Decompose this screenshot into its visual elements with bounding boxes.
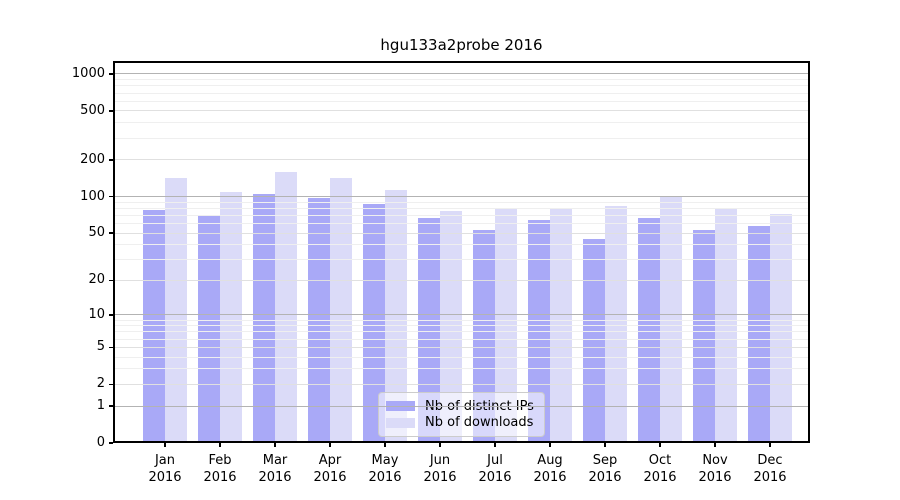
- y-tick-label-0: 0: [96, 435, 105, 450]
- x-tick-mark: [219, 443, 221, 447]
- y-tick-mark: [109, 442, 113, 444]
- y-tick-label-500: 500: [80, 102, 105, 118]
- x-tick-label-jul: Jul 2016: [478, 453, 512, 485]
- x-tick-mark: [274, 443, 276, 447]
- y-tick-label-2: 2: [96, 376, 105, 392]
- y-tick-label-20: 20: [88, 272, 105, 288]
- y-tick-label-100: 100: [80, 188, 105, 204]
- x-tick-label-feb: Feb 2016: [203, 453, 237, 485]
- bar-apr-distinct-ips: [308, 198, 330, 443]
- x-tick-label-nov: Nov 2016: [698, 453, 732, 485]
- bar-feb-downloads: [220, 192, 242, 443]
- bar-jul-distinct-ips: [473, 229, 495, 443]
- x-tick-label-may: May 2016: [368, 453, 402, 485]
- y-tick-label-1000: 1000: [71, 65, 105, 81]
- y-tick-label-1: 1: [96, 398, 105, 413]
- bar-mar-distinct-ips: [253, 194, 275, 443]
- x-tick-mark: [549, 443, 551, 447]
- y-tick-mark: [109, 110, 113, 112]
- y-tick-label-50: 50: [88, 225, 105, 240]
- bar-may-distinct-ips: [363, 204, 385, 443]
- legend-label: Nb of distinct IPs: [425, 398, 534, 414]
- legend-item-downloads: Nb of downloads: [386, 415, 537, 430]
- x-tick-label-apr: Apr 2016: [313, 453, 347, 485]
- y-tick-mark: [109, 405, 113, 407]
- bar-jun-downloads: [440, 211, 462, 443]
- bar-dec-downloads: [770, 213, 792, 443]
- legend-item-distinct-ips: Nb of distinct IPs: [386, 399, 537, 414]
- bar-mar-downloads: [275, 172, 297, 443]
- y-tick-mark: [109, 383, 113, 386]
- bar-oct-downloads: [660, 196, 682, 443]
- y-tick-mark: [109, 73, 113, 75]
- legend-swatch-distinct-ips: [386, 401, 415, 412]
- legend-swatch-downloads: [386, 417, 415, 428]
- x-tick-label-oct: Oct 2016: [643, 453, 677, 485]
- chart-title: hgu133a2probe 2016: [380, 36, 543, 54]
- legend-label: Nb of downloads: [425, 415, 534, 431]
- x-tick-mark: [604, 443, 606, 447]
- y-tick-mark: [109, 314, 113, 316]
- x-tick-label-jun: Jun 2016: [423, 453, 457, 485]
- x-tick-mark: [384, 443, 386, 447]
- x-tick-label-sep: Sep 2016: [588, 453, 622, 485]
- bar-dec-distinct-ips: [748, 226, 770, 443]
- y-tick-mark: [109, 195, 113, 198]
- x-tick-mark: [439, 443, 441, 447]
- bar-jun-distinct-ips: [418, 218, 440, 443]
- y-tick-mark: [109, 232, 113, 234]
- y-tick-label-5: 5: [96, 339, 105, 355]
- bar-apr-downloads: [330, 178, 352, 443]
- legend: Nb of distinct IPs Nb of downloads: [378, 392, 545, 437]
- x-tick-label-mar: Mar 2016: [258, 453, 292, 485]
- y-tick-mark: [109, 279, 113, 282]
- bar-oct-distinct-ips: [638, 218, 660, 443]
- bar-jan-distinct-ips: [143, 210, 165, 443]
- bar-feb-distinct-ips: [198, 215, 220, 443]
- plot-area: Nb of distinct IPs Nb of downloads: [113, 61, 810, 443]
- x-tick-mark: [714, 443, 716, 447]
- x-tick-mark: [164, 443, 166, 447]
- bar-aug-downloads: [550, 207, 572, 443]
- y-tick-label-10: 10: [88, 306, 105, 322]
- bars-layer: [113, 61, 810, 443]
- x-tick-mark: [769, 443, 771, 447]
- x-tick-label-aug: Aug 2016: [533, 453, 567, 485]
- bar-may-downloads: [385, 189, 407, 443]
- y-tick-mark: [109, 346, 113, 348]
- x-tick-label-dec: Dec 2016: [753, 453, 787, 485]
- x-tick-mark: [494, 443, 496, 447]
- bar-sep-distinct-ips: [583, 238, 605, 443]
- bar-nov-downloads: [715, 207, 737, 443]
- bar-nov-distinct-ips: [693, 229, 715, 443]
- y-tick-label-200: 200: [80, 151, 105, 167]
- x-tick-mark: [659, 443, 661, 447]
- y-tick-mark: [109, 159, 113, 161]
- x-tick-label-jan: Jan 2016: [148, 453, 182, 485]
- bar-sep-downloads: [605, 206, 627, 443]
- bar-jan-downloads: [165, 178, 187, 443]
- x-tick-mark: [329, 443, 331, 447]
